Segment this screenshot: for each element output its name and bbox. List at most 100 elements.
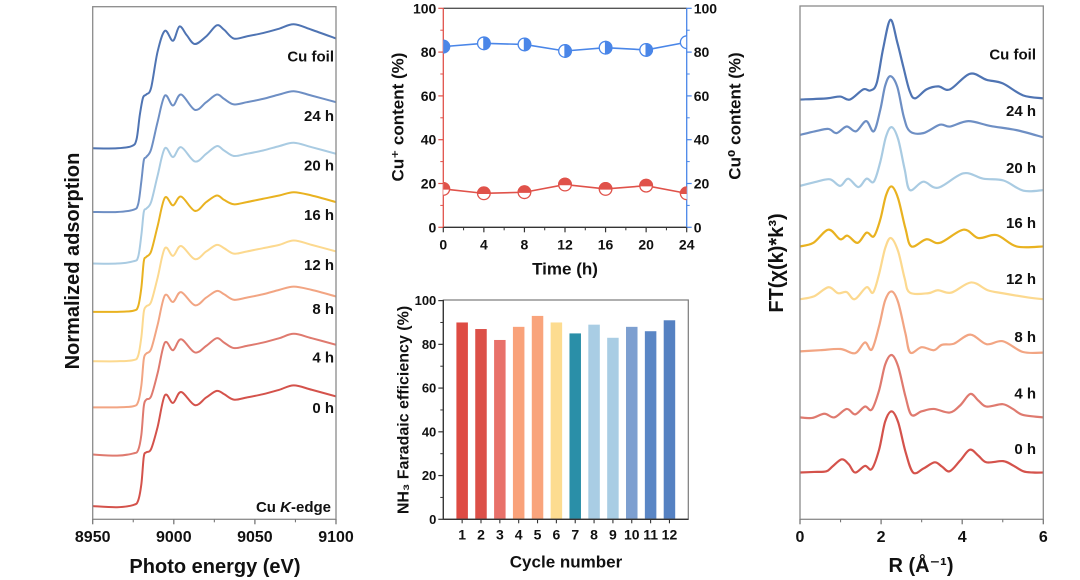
cu-zero-marker-fill [483, 36, 491, 51]
xanes-label-12-h: 12 h [304, 257, 334, 274]
bar-cycle-6 [550, 322, 563, 520]
time-tick-label-16: 16 [598, 236, 614, 252]
xanes-panel: 0 h 4 h 8 h 12 h 16 h 20 h 24 h Cu foil 8950 900… [62, 6, 354, 578]
cu-zero-y-axis-label: Cu⁰ content (%) [726, 52, 745, 179]
cu-plus-point-24h [679, 186, 687, 201]
cu-plus-tick-label-0: 0 [429, 219, 437, 235]
bar-y-tick-label-60: 60 [422, 381, 436, 396]
cu-zero-marker-fill [523, 37, 532, 52]
time-tick-label-20: 20 [638, 236, 654, 252]
cu-plus-y-axis-label: Cu⁺ content (%) [389, 53, 408, 182]
exafs-y-axis-label: FT(χ(k)*k³) [766, 213, 788, 312]
cu-zero-marker-fill [686, 35, 687, 50]
xanes-label-20-h: 20 h [304, 157, 334, 174]
cu-zero-point-12h [558, 44, 572, 58]
bar-x-tick-label-1: 1 [458, 526, 466, 542]
bar-cycle-3 [494, 339, 506, 520]
xanes-series-group [92, 23, 336, 509]
cu-zero-tick-label-80: 80 [694, 44, 710, 60]
cu-zero-tick-label-100: 100 [694, 0, 718, 16]
xanes-line-0-h [92, 384, 336, 509]
cu-plus-tick-label-100: 100 [413, 0, 437, 16]
bar-x-tick-label-8: 8 [590, 526, 598, 542]
cu-plus-marker-fill [639, 178, 654, 187]
xanes-label-4-h: 4 h [312, 349, 334, 366]
bar-x-tick-label-5: 5 [534, 526, 542, 542]
xanes-series-labels: 0 h 4 h 8 h 12 h 16 h 20 h 24 h Cu foil [287, 49, 334, 417]
bar-x-tick-label-7: 7 [571, 526, 579, 542]
cu-zero-tick-label-40: 40 [694, 132, 710, 148]
time-tick-label-8: 8 [521, 236, 529, 252]
cu-plus-marker-fill [558, 177, 572, 186]
xanes-line-cu-foil [92, 23, 336, 150]
bar-cycle-4 [512, 326, 525, 520]
exafs-line-8-h [800, 290, 1044, 355]
cu-zero-marker-outline [679, 35, 687, 50]
xanes-line-24-h [92, 90, 336, 214]
bar-x-tick-label-9: 9 [609, 526, 617, 542]
cu-plus-marker-fill [476, 186, 491, 195]
xanes-y-axis-label: Normalized adsorption [62, 153, 84, 370]
cu-plus-point-0h [443, 182, 451, 196]
bar-x-tick-label-3: 3 [496, 526, 504, 542]
time-tick-label-4: 4 [480, 236, 488, 252]
exafs-label-20-h: 20 h [1006, 160, 1036, 177]
cu-zero-marker-fill [564, 44, 572, 58]
cu-plus-point-8h [517, 185, 532, 200]
cu-zero-point-24h [679, 35, 687, 50]
exafs-line-16-h [800, 185, 1044, 249]
cu-zero-point-8h [517, 37, 532, 52]
bar-y-tick-label-80: 80 [422, 337, 436, 352]
bar-cycle-1 [456, 322, 468, 520]
bar-x-tick-label-11: 11 [643, 526, 658, 542]
exafs-line-4-h [800, 353, 1044, 420]
annotation-edge-letter: K [280, 499, 292, 516]
bar-y-tick-label-0: 0 [429, 512, 436, 527]
cu-plus-tick-label-80: 80 [421, 44, 437, 60]
exafs-series-group [800, 18, 1044, 475]
annotation-edge-suffix: -edge [291, 499, 331, 516]
bar-x-axis-label: Cycle number [510, 553, 623, 572]
cu-plus-marker-fill [517, 185, 532, 193]
exafs-x-tick-label-0: 0 [796, 529, 805, 546]
cu-zero-marker-fill [604, 40, 613, 55]
bar-cycle-11 [644, 331, 657, 520]
xanes-line-12-h [92, 239, 336, 363]
bar-y-tick-label-40: 40 [422, 424, 436, 439]
exafs-line-20-h [800, 126, 1044, 193]
exafs-x-axis: 0 2 4 6 [796, 519, 1048, 546]
xanes-label-24-h: 24 h [304, 108, 334, 125]
exafs-label-0-h: 0 h [1014, 441, 1036, 458]
xanes-x-axis-label: Photo energy (eV) [129, 556, 300, 578]
cu-content-series-group [443, 35, 687, 201]
xanes-x-tick-label-9100: 9100 [318, 529, 354, 546]
exafs-label-12-h: 12 h [1006, 271, 1036, 288]
cu-plus-tick-label-40: 40 [421, 132, 437, 148]
xanes-x-axis: 8950 9000 9050 9100 [75, 519, 354, 546]
exafs-plot-frame [799, 5, 1044, 520]
cu-zero-marker-fill [645, 42, 654, 57]
cu-content-panel: 0 20 40 60 80 100 0 20 40 60 80 100 0 4 8 12 16 20 24 Time… [389, 0, 745, 278]
cu-zero-point-4h [476, 36, 491, 51]
exafs-label-4-h: 4 h [1014, 386, 1036, 403]
exafs-line-cu-foil [800, 18, 1044, 101]
exafs-line-12-h [800, 236, 1044, 301]
cu-plus-marker-fill [679, 186, 687, 195]
bar-x-tick-label-6: 6 [552, 526, 560, 542]
xanes-line-4-h [92, 332, 336, 457]
xanes-x-tick-label-8950: 8950 [75, 529, 111, 546]
bar-y-axis-label: NH₃ Faradaic efficiency (%) [396, 306, 413, 514]
cu-zero-tick-label-0: 0 [694, 219, 702, 235]
exafs-x-axis-label: R (Å⁻¹) [889, 553, 954, 577]
xanes-x-tick-label-9050: 9050 [237, 529, 273, 546]
bar-cycle-7 [569, 333, 581, 520]
bar-cycle-5 [531, 315, 544, 520]
bar-y-tick-label-20: 20 [422, 468, 436, 483]
cu-zero-point-0h [443, 39, 451, 54]
exafs-x-tick-label-4: 4 [958, 529, 967, 546]
exafs-label-cu-foil: Cu foil [989, 47, 1036, 64]
exafs-line-0-h [800, 410, 1044, 475]
bar-x-tick-label-12: 12 [662, 526, 678, 542]
